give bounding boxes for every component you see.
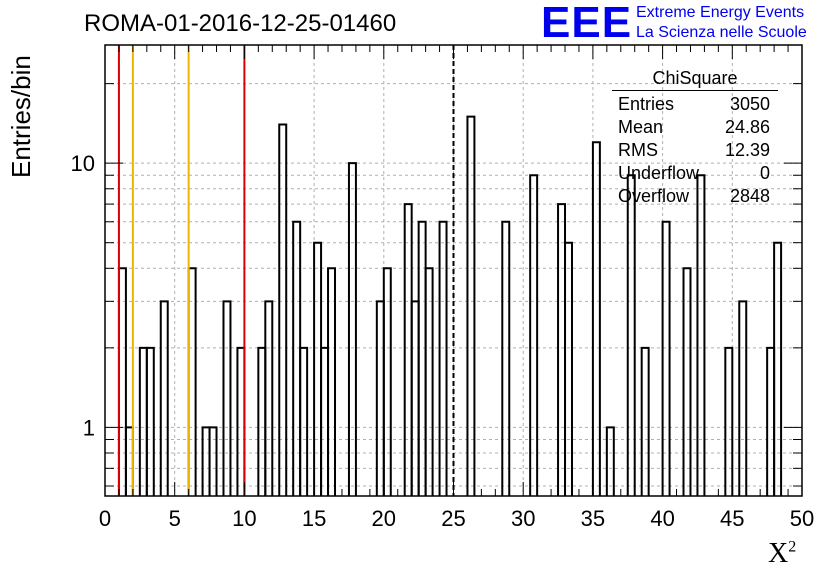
stats-value: 3050 <box>729 94 770 114</box>
x-tick-label: 10 <box>232 506 256 531</box>
histogram-bin <box>773 241 783 496</box>
histogram-bin <box>145 346 155 496</box>
histogram-bin <box>138 346 148 496</box>
x-tick-label: 45 <box>720 506 744 531</box>
stats-value: 12.39 <box>724 140 770 160</box>
histogram-bin <box>766 346 776 496</box>
x-tick-label: 40 <box>650 506 674 531</box>
stats-title: ChiSquare <box>612 68 778 91</box>
reference-lines <box>117 45 455 496</box>
histogram-bin <box>424 267 434 496</box>
histogram-bin <box>187 267 197 496</box>
y-tick-label: 1 <box>83 415 95 440</box>
histogram-bin <box>313 241 323 496</box>
histogram-bin <box>320 346 330 496</box>
histogram-bin <box>278 123 288 496</box>
x-tick-label: 0 <box>99 506 111 531</box>
stats-label: RMS <box>618 140 658 160</box>
histogram-bin <box>347 162 357 496</box>
histogram-bin <box>236 346 246 496</box>
stats-row-overflow: Overflow 2848 <box>612 185 778 208</box>
histogram-bin <box>222 300 232 496</box>
histogram-bin <box>564 241 573 496</box>
plot-title: ROMA-01-2016-12-25-01460 <box>84 10 397 37</box>
histogram-bin <box>117 267 127 496</box>
histogram-bin <box>501 220 511 496</box>
eee-logo: EEE <box>541 0 633 47</box>
x-tick-label: 25 <box>441 506 465 531</box>
histogram-bin <box>292 220 302 496</box>
histogram-bin <box>410 300 420 496</box>
histogram-series <box>117 115 783 496</box>
histogram-bin <box>403 203 413 496</box>
histogram-bin <box>466 115 476 496</box>
stats-label: Entries <box>618 94 675 114</box>
y-tick-label: 10 <box>71 151 95 176</box>
stats-row-entries: Entries 3050 <box>612 93 778 116</box>
x-axis-label-text: X <box>768 538 789 569</box>
x-tick-label: 35 <box>581 506 605 531</box>
histogram-bin <box>208 426 218 496</box>
stats-row-mean: Mean 24.86 <box>612 116 778 139</box>
histogram-bin <box>327 267 337 496</box>
histogram-bin <box>382 267 392 496</box>
histogram-bin <box>591 141 601 496</box>
histogram-bin <box>696 174 706 496</box>
stats-label: Mean <box>618 117 664 137</box>
histogram-bin <box>626 174 636 496</box>
stats-label: Overflow <box>618 186 690 206</box>
stats-value: 24.86 <box>724 117 770 137</box>
axes: 0 5 10 15 20 25 30 35 40 45 50 1 10 <box>71 44 814 531</box>
histogram-bin <box>682 267 692 496</box>
histogram-bin <box>529 174 539 496</box>
x-tick-label: 20 <box>372 506 396 531</box>
stats-value: 0 <box>759 163 770 183</box>
histogram-bin <box>438 220 448 496</box>
histogram-bin <box>417 220 427 496</box>
x-tick-label: 15 <box>302 506 326 531</box>
stats-label: Underflow <box>618 163 700 183</box>
histogram-bin <box>661 220 671 496</box>
x-axis-label: X2 <box>768 538 796 570</box>
histogram-bin <box>299 346 309 496</box>
histogram-bin <box>264 300 274 496</box>
stats-value: 2848 <box>729 186 770 206</box>
x-axis-label-superscript: 2 <box>788 538 797 556</box>
histogram-bin <box>375 300 385 496</box>
histogram-bin <box>605 426 615 496</box>
stats-box: ChiSquare Entries 3050 Mean 24.86 RMS 12.39… <box>612 68 778 208</box>
logo-line-1: Extreme Energy Events <box>636 4 805 21</box>
histogram-bin <box>557 203 567 496</box>
histogram-bin <box>640 346 650 496</box>
stats-row-rms: RMS 12.39 <box>612 139 778 162</box>
x-tick-label: 30 <box>511 506 535 531</box>
y-axis-label: Entries/bin <box>6 55 36 178</box>
x-tick-label: 5 <box>169 506 181 531</box>
histogram-bin <box>159 300 169 496</box>
histogram-bin <box>724 346 734 496</box>
histogram-bin <box>738 300 748 496</box>
histogram-bin <box>257 346 267 496</box>
x-tick-label: 50 <box>790 506 814 531</box>
stats-row-underflow: Underflow 0 <box>612 162 778 185</box>
logo-line-2: La Scienza nelle Scuole <box>636 24 807 41</box>
